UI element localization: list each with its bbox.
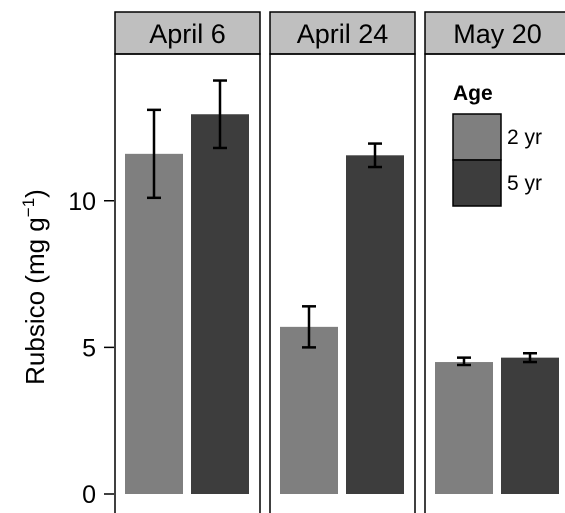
bar-5yr-2 <box>501 357 559 494</box>
legend-title: Age <box>453 82 493 105</box>
y-tick-label-0: 0 <box>82 481 96 509</box>
strip-label: April 6 <box>149 19 226 49</box>
bar-5yr-0 <box>191 114 249 494</box>
strip-april-24 <box>269 11 416 55</box>
legend: Age 2 yr 5 yr <box>452 82 542 207</box>
bar-2yr-2 <box>435 362 493 494</box>
legend-label-2yr: 2 yr <box>507 126 542 149</box>
y-tick-label-5: 5 <box>82 334 96 362</box>
legend-swatch-2yr <box>452 113 502 161</box>
y-tick-label-10: 10 <box>68 188 96 216</box>
bar-5yr-1 <box>346 155 404 494</box>
legend-label-5yr: 5 yr <box>507 172 542 195</box>
strip-label: May 20 <box>453 19 542 49</box>
strip-label: April 24 <box>297 19 389 49</box>
facet-panels: April 6 April 24 May 20 <box>114 11 565 513</box>
panel-border <box>424 53 565 513</box>
panel-april-24: April 24 <box>269 11 416 513</box>
legend-swatch-5yr <box>452 159 502 207</box>
panel-april-6: April 6 <box>114 11 261 513</box>
y-axis-title: Rubsico (mg g−1) <box>19 189 50 385</box>
bar-2yr-1 <box>280 326 338 494</box>
panel-border <box>269 53 416 513</box>
panel-border <box>114 53 261 513</box>
bar-2yr-0 <box>125 153 183 495</box>
y-axis: 0 5 10 <box>68 188 114 509</box>
panel-may-20: May 20 <box>424 11 565 513</box>
strip-april-6 <box>114 11 261 55</box>
